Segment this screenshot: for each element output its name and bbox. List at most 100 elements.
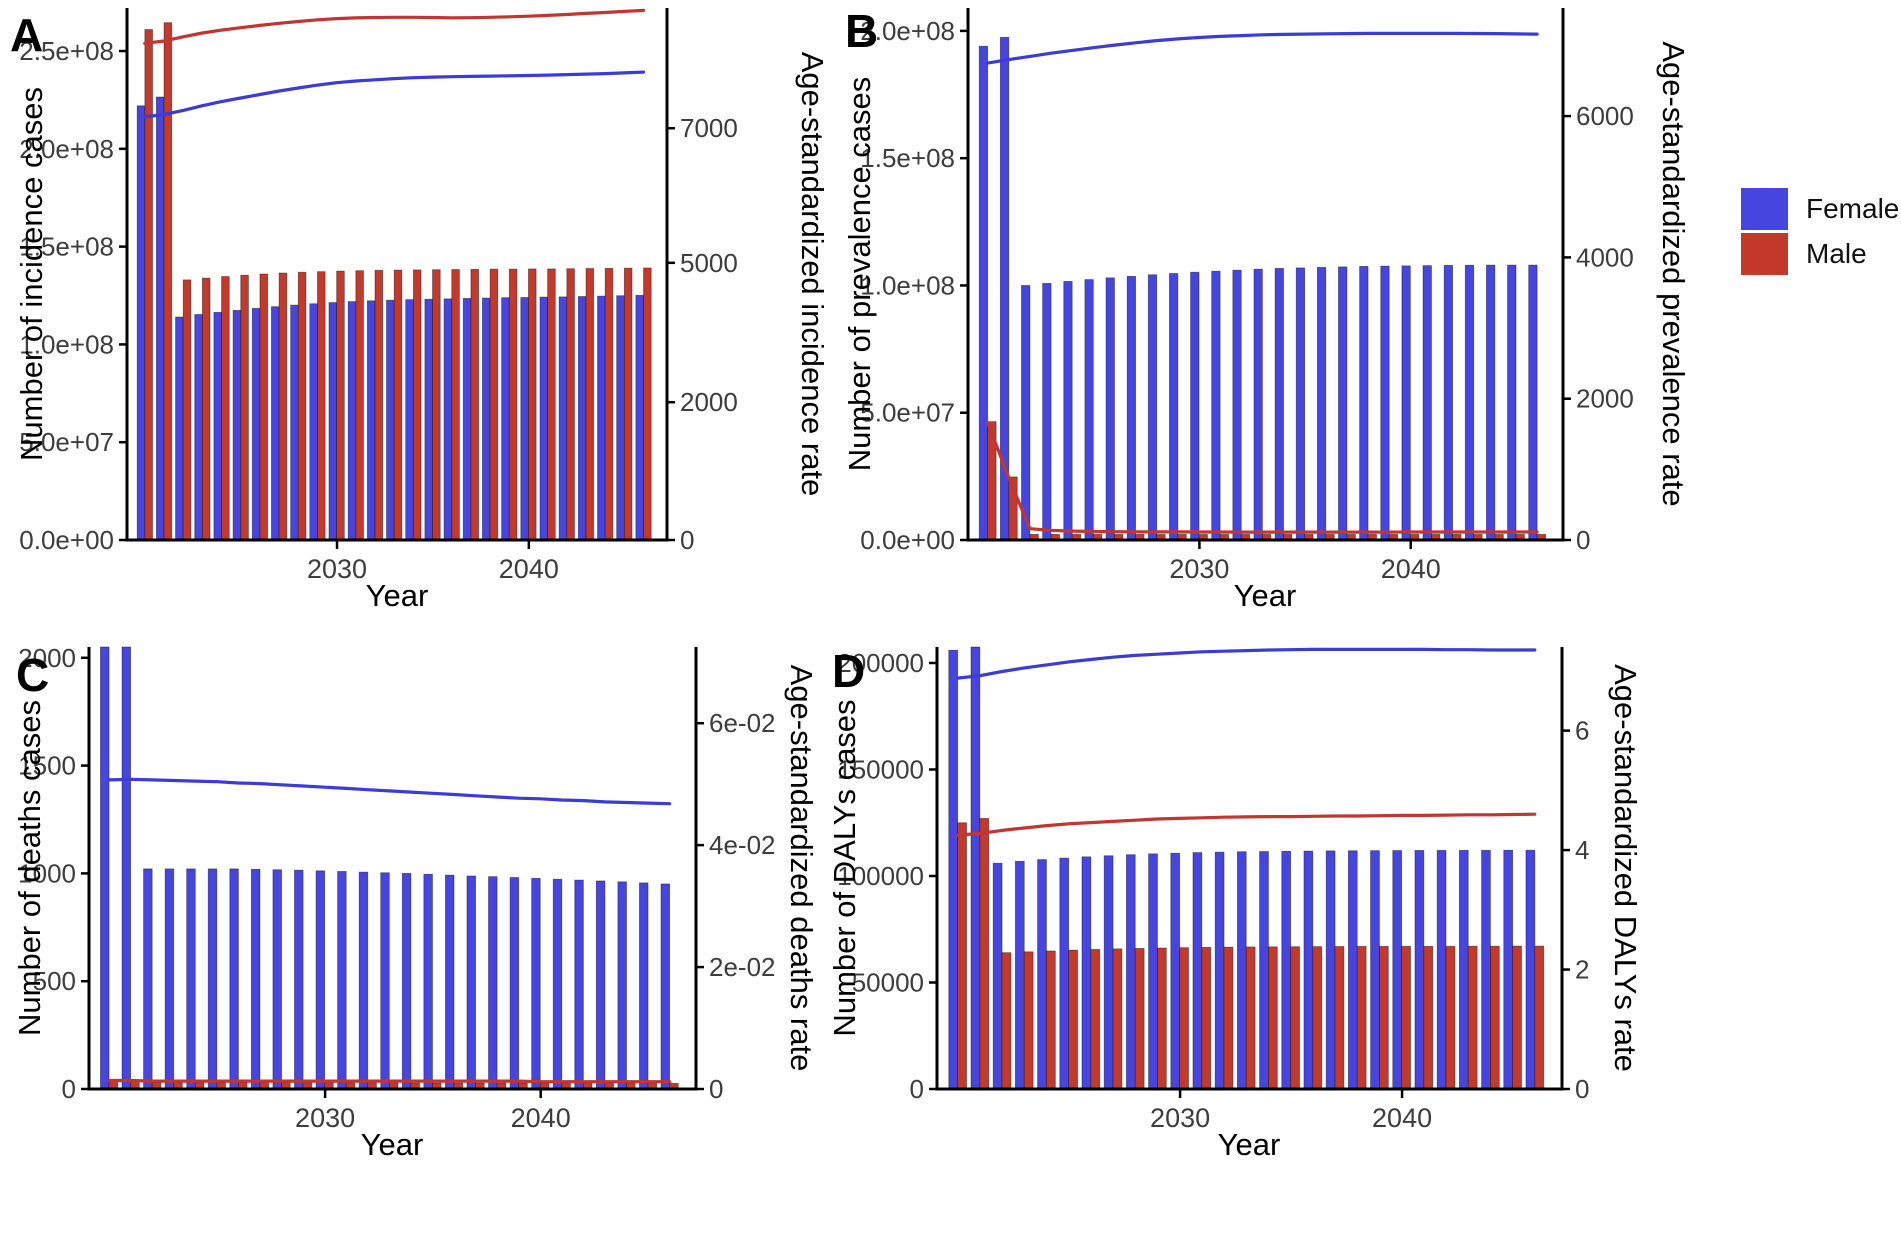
panel-D-bar-female [1192, 852, 1203, 1090]
panel-C-bar-female [186, 868, 196, 1090]
panel-D-bar-male [1245, 946, 1256, 1090]
panel-C-left-tick-label: 0 [62, 1074, 76, 1104]
panel-B-x-tick-label: 2030 [1169, 554, 1229, 584]
panel-B-bar-female [1126, 275, 1136, 541]
panel-B-bar-female [1507, 264, 1517, 541]
panel-D-bar-female [1525, 849, 1536, 1090]
panel-C-bar-female [574, 879, 584, 1090]
panel-C-line-female-rate [107, 777, 672, 806]
legend-item-male: Male [1741, 233, 1899, 275]
panel-D-bar-male [1401, 945, 1411, 1090]
panel-D-bar-female [1436, 850, 1447, 1090]
panel-D-bar-male [1201, 946, 1212, 1090]
panel-A-right-tick-label: 5000 [680, 248, 738, 278]
panel-A-bar-female [539, 296, 549, 541]
panel-D-bar-male [1490, 945, 1500, 1090]
y-axis-title-incidence-rate: Age-standardized incidence rate [795, 51, 830, 497]
panel-A-bar-female [462, 298, 472, 541]
panel-A-bar-female [271, 306, 280, 541]
panel-D-bar-female [1325, 850, 1336, 1090]
panel-D-bar-male [1379, 945, 1389, 1090]
panel-B-bar-female [1021, 285, 1031, 541]
panel-B-bar-female [978, 45, 989, 541]
panel-D-bar-male [979, 818, 990, 1090]
panel-A-bar-male [489, 268, 499, 541]
panel-D-bar-female [1259, 851, 1269, 1090]
panel-D-bar-female [970, 646, 981, 1090]
panel-A-bar-female [558, 296, 568, 541]
panel-A-bar-male [163, 22, 173, 541]
panel-A-right-tick-label: 7000 [680, 113, 738, 143]
panel-B-bar-female [1464, 264, 1475, 541]
panel-A-bar-male [221, 276, 230, 541]
panel-B-bar-female [1486, 264, 1496, 541]
panel-A-bar-female [290, 304, 299, 541]
panel-C-bar-female [660, 883, 671, 1090]
panel-B-bar-female [1084, 279, 1094, 541]
panel-A-bar-male [451, 269, 460, 541]
panel-B-right-tick-label: 0 [1576, 525, 1590, 555]
panel-A-right-tick-label: 0 [680, 525, 694, 555]
panel-B-bar-female [1211, 270, 1221, 541]
y-axis-title-incidence-cases: Number of incidence cases [14, 87, 49, 461]
panel-D-bar-female [1170, 852, 1181, 1090]
panel-B-left-tick-label: 5.0e+07 [860, 398, 955, 428]
panel-D-bar-female [1148, 853, 1158, 1090]
panel-D-bar-male [1134, 948, 1145, 1090]
panel-D-bar-male [957, 822, 967, 1090]
x-axis-title-year-d: Year [1217, 1127, 1281, 1162]
panel-C-bar-female [294, 869, 304, 1090]
panel-C-right-tick-label: 4e-02 [709, 830, 776, 860]
legend-swatch-female [1741, 188, 1788, 230]
panel-C-bar-female [509, 877, 520, 1090]
x-axis-title-year-a: Year [365, 578, 429, 613]
panel-C-bar-female [552, 878, 563, 1090]
panel-D-right-tick-label: 0 [1575, 1074, 1589, 1104]
panel-D-bar-female [1014, 860, 1025, 1090]
legend-item-female: Female [1741, 188, 1899, 230]
panel-A-left-tick-label: 0.0e+00 [19, 525, 114, 555]
panel-D-bar-female [1037, 859, 1047, 1090]
panel-D-bar-female [1103, 855, 1114, 1090]
panel-A-bar-male [144, 29, 153, 541]
panel-B-right-tick-label: 4000 [1576, 242, 1634, 272]
panel-A-bar-female [328, 302, 338, 541]
panel-C-bar-female [250, 868, 261, 1090]
panel-A-bar-male [412, 269, 422, 541]
panel-B-right-tick-label: 6000 [1576, 101, 1634, 131]
panel-A-left-tick-label: 5.0e+07 [19, 427, 114, 457]
panel-C-bar-female [121, 646, 132, 1090]
panel-A-bar-male [470, 268, 479, 541]
panel-B-bar-female [1359, 265, 1369, 541]
panel-B-bar-female [1042, 283, 1052, 541]
panel-C-bar-female [164, 868, 175, 1090]
panel-A-bar-female [386, 299, 395, 541]
panel-A-bar-male [240, 274, 249, 541]
panel-B-bar-female [1190, 271, 1200, 541]
panel-B-line-female-rate [986, 31, 1539, 65]
panel-D-x-tick-label: 2030 [1150, 1103, 1210, 1133]
panel-D-right-tick-label: 2 [1575, 955, 1589, 985]
y-axis-title-deaths-cases: Number of deaths cases [12, 699, 47, 1037]
panel-label-b: B [845, 5, 879, 57]
panel-A-bar-female [366, 300, 376, 541]
panel-D-left-tick-label: 100000 [837, 861, 924, 891]
panel-D-bar-female [1392, 850, 1403, 1090]
panel-D-bar-female [1125, 854, 1136, 1090]
y-axis-title-dalys-rate: Age-standardized DALYs rate [1608, 664, 1643, 1072]
panel-A-bar-male [528, 268, 537, 541]
panel-A-bar-female [251, 308, 261, 541]
panel-D-bar-male [1423, 945, 1434, 1090]
panel-A-bar-female [482, 297, 491, 541]
panel-A-line-female-rate [143, 70, 646, 119]
panel-A-bar-female [136, 105, 146, 541]
panel-C-line-male-rate [107, 1078, 672, 1084]
panel-D-bar-female [1370, 850, 1380, 1090]
panel-C-left-tick-label: 1500 [18, 751, 76, 781]
panel-A-bar-female [155, 96, 165, 541]
panel-B-x-tick-label: 2040 [1381, 554, 1441, 584]
panel-A-bar-female [232, 309, 242, 541]
panel-D-left-tick-label: 200000 [837, 648, 924, 678]
panel-B-left-tick-label: 1.0e+08 [860, 270, 955, 300]
panel-D-bar-female [1081, 856, 1092, 1090]
